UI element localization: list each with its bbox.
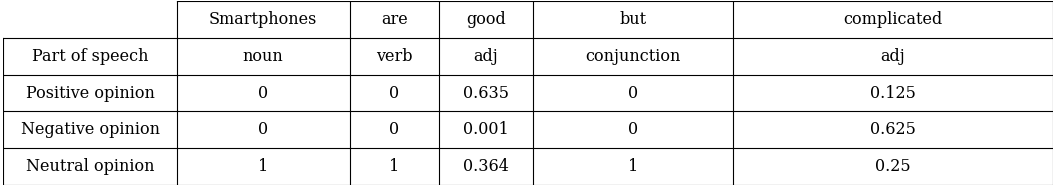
Text: Neutral opinion: Neutral opinion bbox=[25, 158, 154, 175]
Text: 0.635: 0.635 bbox=[463, 84, 509, 102]
Text: Negative opinion: Negative opinion bbox=[20, 121, 159, 138]
Text: good: good bbox=[466, 11, 506, 28]
Text: verb: verb bbox=[376, 48, 412, 65]
Text: 0.125: 0.125 bbox=[870, 84, 916, 102]
Text: 1: 1 bbox=[628, 158, 638, 175]
Text: adj: adj bbox=[880, 48, 905, 65]
Text: 0: 0 bbox=[389, 121, 399, 138]
Text: conjunction: conjunction bbox=[585, 48, 681, 65]
Text: 0.625: 0.625 bbox=[870, 121, 916, 138]
Text: 0: 0 bbox=[389, 84, 399, 102]
Text: 1: 1 bbox=[389, 158, 399, 175]
Text: 0: 0 bbox=[258, 121, 268, 138]
Text: 0.001: 0.001 bbox=[463, 121, 509, 138]
Text: Smartphones: Smartphones bbox=[209, 11, 317, 28]
Text: Part of speech: Part of speech bbox=[32, 48, 149, 65]
Text: 0: 0 bbox=[628, 84, 638, 102]
Text: are: are bbox=[380, 11, 408, 28]
Text: 0.364: 0.364 bbox=[463, 158, 509, 175]
Text: complicated: complicated bbox=[843, 11, 942, 28]
Text: but: but bbox=[620, 11, 646, 28]
Text: 0.25: 0.25 bbox=[875, 158, 911, 175]
Text: 0: 0 bbox=[628, 121, 638, 138]
Text: Positive opinion: Positive opinion bbox=[25, 84, 155, 102]
Text: noun: noun bbox=[242, 48, 284, 65]
Text: 1: 1 bbox=[258, 158, 269, 175]
Text: adj: adj bbox=[473, 48, 499, 65]
Text: 0: 0 bbox=[258, 84, 268, 102]
